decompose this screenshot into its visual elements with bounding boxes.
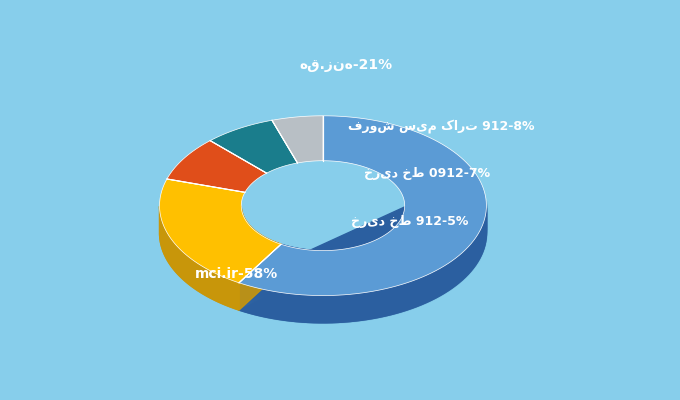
Polygon shape [239,244,281,310]
Text: mci.ir-58%: mci.ir-58% [195,267,278,281]
Polygon shape [239,207,486,323]
Text: خرید خط 912-5%: خرید خط 912-5% [351,215,468,228]
Polygon shape [405,207,486,236]
Text: فروش سیم کارت 912-8%: فروش سیم کارت 912-8% [347,119,534,133]
Polygon shape [160,179,281,283]
Polygon shape [239,116,486,296]
Polygon shape [160,206,239,310]
Text: هق.زنه-21%: هق.زنه-21% [299,58,392,72]
Polygon shape [160,206,281,310]
Polygon shape [281,207,405,278]
Polygon shape [241,206,281,272]
Polygon shape [239,208,486,323]
Polygon shape [160,206,241,234]
Text: خرید خط 0912-7%: خرید خط 0912-7% [364,167,490,180]
Polygon shape [272,116,323,163]
Polygon shape [210,120,297,173]
Polygon shape [239,244,281,310]
Polygon shape [167,141,267,192]
